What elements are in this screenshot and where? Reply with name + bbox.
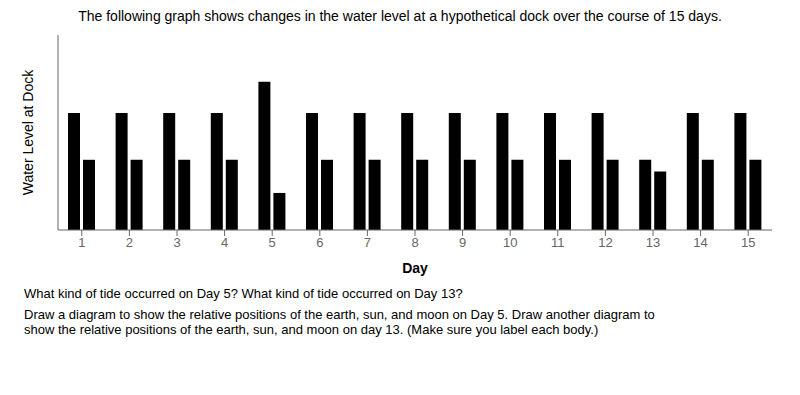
svg-text:7: 7 [364, 235, 371, 250]
html-text:The following graph shows chan: The following graph shows changes in the… [78, 8, 722, 24]
html-text:What kind of tide occurred on: What kind of tide occurred on Day 5? Wha… [24, 286, 463, 301]
html-text:Draw a diagram to show the rel: Draw a diagram to show the relative posi… [24, 307, 655, 337]
svg-text:15: 15 [741, 235, 755, 250]
svg-text:5: 5 [269, 235, 276, 250]
svg-text:6: 6 [316, 235, 323, 250]
svg-text:13: 13 [646, 235, 660, 250]
svg-text:10: 10 [503, 235, 517, 250]
svg-text:3: 3 [173, 235, 180, 250]
svg-text:8: 8 [411, 235, 418, 250]
svg-text:1: 1 [78, 235, 85, 250]
svg-text:4: 4 [221, 235, 228, 250]
svg-text:Day: Day [402, 260, 428, 276]
svg-text:9: 9 [459, 235, 466, 250]
svg-text:12: 12 [598, 235, 612, 250]
svg-text:11: 11 [551, 235, 565, 250]
svg-text:14: 14 [693, 235, 707, 250]
svg-text:2: 2 [126, 235, 133, 250]
svg-text:Water Level at Dock: Water Level at Dock [20, 69, 36, 196]
